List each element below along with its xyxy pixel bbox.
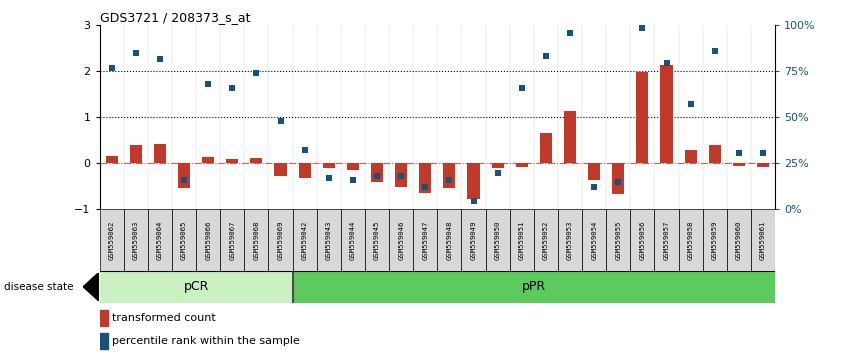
- Bar: [178, 163, 190, 188]
- Bar: [268, 209, 293, 271]
- Text: GDS3721 / 208373_s_at: GDS3721 / 208373_s_at: [100, 11, 250, 24]
- Bar: [100, 271, 293, 303]
- Text: GSM559052: GSM559052: [543, 220, 549, 259]
- Bar: [727, 209, 751, 271]
- Text: transformed count: transformed count: [112, 313, 216, 323]
- Text: GSM559049: GSM559049: [470, 220, 476, 259]
- Text: GSM559048: GSM559048: [446, 220, 452, 259]
- Bar: [226, 159, 238, 163]
- Bar: [516, 163, 527, 166]
- Text: GSM559062: GSM559062: [108, 220, 114, 259]
- Text: disease state: disease state: [4, 282, 74, 292]
- Text: GSM559047: GSM559047: [423, 220, 429, 259]
- Text: GSM559053: GSM559053: [567, 220, 573, 259]
- Text: GSM559067: GSM559067: [229, 220, 236, 259]
- Text: GSM559051: GSM559051: [519, 220, 525, 259]
- Bar: [702, 209, 727, 271]
- Bar: [250, 158, 262, 163]
- Bar: [661, 65, 673, 163]
- Bar: [540, 133, 552, 163]
- Text: percentile rank within the sample: percentile rank within the sample: [112, 336, 300, 346]
- Bar: [323, 163, 335, 169]
- Bar: [637, 72, 649, 163]
- Bar: [130, 145, 142, 163]
- Text: GSM559059: GSM559059: [712, 220, 718, 259]
- Bar: [419, 163, 431, 193]
- Text: GSM559063: GSM559063: [132, 220, 139, 259]
- Text: pPR: pPR: [521, 280, 546, 293]
- Bar: [751, 209, 775, 271]
- Text: GSM559046: GSM559046: [398, 220, 404, 259]
- Bar: [612, 163, 624, 194]
- Bar: [679, 209, 702, 271]
- Polygon shape: [83, 273, 99, 301]
- Bar: [630, 209, 655, 271]
- Text: GSM559057: GSM559057: [663, 220, 669, 259]
- Bar: [317, 209, 341, 271]
- Bar: [371, 163, 383, 182]
- Bar: [100, 310, 108, 326]
- Bar: [106, 156, 118, 163]
- Bar: [492, 163, 504, 169]
- Bar: [154, 143, 166, 163]
- Text: GSM559044: GSM559044: [350, 220, 356, 259]
- Bar: [558, 209, 582, 271]
- Bar: [486, 209, 510, 271]
- Bar: [172, 209, 196, 271]
- Bar: [606, 209, 630, 271]
- Bar: [655, 209, 679, 271]
- Text: GSM559056: GSM559056: [639, 220, 645, 259]
- Bar: [588, 163, 600, 180]
- Text: GSM559064: GSM559064: [157, 220, 163, 259]
- Bar: [244, 209, 268, 271]
- Text: GSM559050: GSM559050: [494, 220, 501, 259]
- Text: pCR: pCR: [184, 280, 209, 293]
- Text: GSM559068: GSM559068: [254, 220, 260, 259]
- Bar: [685, 150, 696, 163]
- Bar: [468, 163, 480, 199]
- Text: GSM559054: GSM559054: [591, 220, 598, 259]
- Text: GSM559043: GSM559043: [326, 220, 332, 259]
- Text: GSM559058: GSM559058: [688, 220, 694, 259]
- Bar: [462, 209, 486, 271]
- Bar: [757, 163, 769, 167]
- Bar: [100, 209, 124, 271]
- Bar: [148, 209, 172, 271]
- Text: GSM559065: GSM559065: [181, 220, 187, 259]
- Bar: [733, 163, 745, 166]
- Bar: [582, 209, 606, 271]
- Bar: [100, 333, 108, 349]
- Bar: [437, 209, 462, 271]
- Bar: [293, 271, 775, 303]
- Bar: [220, 209, 244, 271]
- Bar: [347, 163, 359, 170]
- Bar: [299, 163, 311, 178]
- Text: GSM559061: GSM559061: [760, 220, 766, 259]
- Text: GSM559045: GSM559045: [374, 220, 380, 259]
- Bar: [413, 209, 437, 271]
- Bar: [510, 209, 533, 271]
- Text: GSM559069: GSM559069: [277, 220, 283, 259]
- Bar: [196, 209, 220, 271]
- Bar: [708, 145, 721, 163]
- Bar: [389, 209, 413, 271]
- Bar: [564, 111, 576, 163]
- Text: GSM559055: GSM559055: [615, 220, 621, 259]
- Text: GSM559066: GSM559066: [205, 220, 211, 259]
- Bar: [533, 209, 558, 271]
- Bar: [275, 163, 287, 176]
- Bar: [202, 157, 214, 163]
- Bar: [443, 163, 456, 188]
- Text: GSM559060: GSM559060: [736, 220, 742, 259]
- Bar: [124, 209, 148, 271]
- Bar: [341, 209, 365, 271]
- Bar: [395, 163, 407, 187]
- Bar: [293, 209, 317, 271]
- Bar: [365, 209, 389, 271]
- Text: GSM559042: GSM559042: [301, 220, 307, 259]
